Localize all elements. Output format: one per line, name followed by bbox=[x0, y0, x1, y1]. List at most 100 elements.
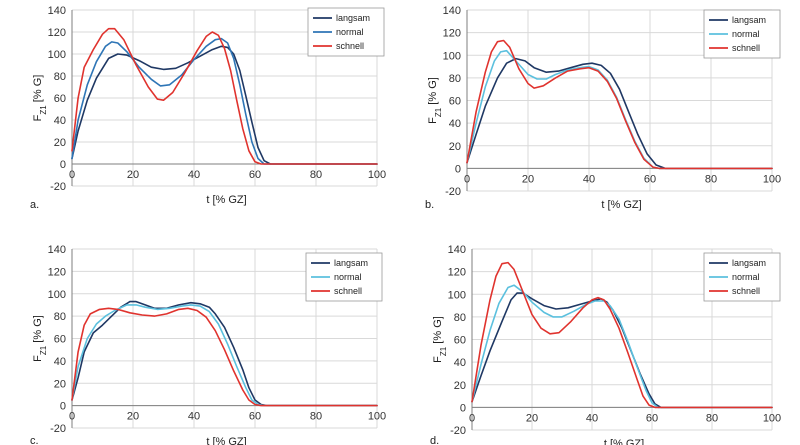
x-tick-label: 60 bbox=[249, 169, 261, 181]
legend-entry: langsam bbox=[336, 13, 370, 23]
x-tick-label: 0 bbox=[469, 412, 475, 424]
legend-entry: schnell bbox=[732, 43, 760, 53]
x-axis-label: t [% GZ] bbox=[601, 199, 641, 211]
legend-entry: schnell bbox=[334, 286, 362, 296]
y-tick-label: 20 bbox=[54, 137, 66, 149]
legend: langsam normal schnell bbox=[305, 252, 383, 302]
x-tick-label: 100 bbox=[368, 411, 386, 423]
series-line-langsam bbox=[466, 57, 773, 170]
y-tick-label: 100 bbox=[48, 289, 66, 301]
series-line-langsam bbox=[71, 45, 378, 165]
legend-entry: schnell bbox=[336, 41, 364, 51]
x-tick-label: 20 bbox=[522, 173, 534, 185]
series-line-normal bbox=[471, 284, 773, 409]
y-tick-label: 60 bbox=[54, 93, 66, 105]
y-tick-label: 40 bbox=[454, 357, 466, 369]
y-tick-label: 0 bbox=[460, 402, 466, 414]
x-tick-label: 20 bbox=[127, 169, 139, 181]
y-tick-label: 20 bbox=[54, 378, 66, 390]
y-tick-label: 80 bbox=[454, 312, 466, 324]
y-axis-label: FZ1 [% G] bbox=[32, 315, 48, 362]
series-line-schnell bbox=[71, 307, 378, 407]
y-tick-label: 120 bbox=[48, 266, 66, 278]
x-tick-label: 80 bbox=[310, 169, 322, 181]
x-tick-label: 80 bbox=[705, 173, 717, 185]
x-tick-label: 80 bbox=[310, 411, 322, 423]
y-tick-label: 120 bbox=[448, 267, 466, 279]
y-axis-label: FZ1 [% G] bbox=[427, 77, 443, 124]
y-tick-label: -20 bbox=[50, 181, 66, 193]
y-tick-label: 0 bbox=[60, 159, 66, 171]
y-tick-label: 120 bbox=[48, 27, 66, 39]
legend-entry: langsam bbox=[732, 15, 766, 25]
x-axis-label: t [% GZ] bbox=[206, 194, 246, 206]
panel-letter: c. bbox=[30, 435, 39, 445]
y-tick-label: 100 bbox=[448, 289, 466, 301]
legend-entry: normal bbox=[336, 27, 364, 37]
y-tick-label: 80 bbox=[449, 73, 461, 85]
legend-entry: schnell bbox=[732, 286, 760, 296]
y-tick-label: 60 bbox=[454, 335, 466, 347]
y-axis-label: FZ1 [% G] bbox=[432, 316, 448, 363]
series-line-schnell bbox=[71, 27, 378, 165]
x-tick-label: 100 bbox=[368, 169, 386, 181]
y-tick-label: -20 bbox=[450, 425, 466, 437]
x-tick-label: 60 bbox=[644, 173, 656, 185]
y-tick-label: 20 bbox=[449, 141, 461, 153]
series-line-langsam bbox=[471, 292, 773, 409]
x-tick-label: 20 bbox=[127, 411, 139, 423]
x-axis-label: t [% GZ] bbox=[604, 438, 644, 445]
y-tick-label: 140 bbox=[48, 244, 66, 256]
y-tick-label: 60 bbox=[54, 334, 66, 346]
y-tick-label: 60 bbox=[449, 96, 461, 108]
legend-entry: normal bbox=[732, 272, 760, 282]
x-tick-label: 40 bbox=[583, 173, 595, 185]
x-axis-label: t [% GZ] bbox=[206, 436, 246, 445]
legend: langsam normal schnell bbox=[307, 7, 385, 57]
series-line-schnell bbox=[471, 261, 773, 409]
y-tick-label: 40 bbox=[54, 356, 66, 368]
legend-entry: langsam bbox=[334, 258, 368, 268]
x-tick-label: 100 bbox=[763, 412, 781, 424]
y-tick-label: 40 bbox=[449, 118, 461, 130]
legend-entry: langsam bbox=[732, 258, 766, 268]
y-tick-label: 20 bbox=[454, 380, 466, 392]
legend-entry: normal bbox=[732, 29, 760, 39]
series-line-schnell bbox=[466, 39, 773, 170]
x-tick-label: 60 bbox=[249, 411, 261, 423]
y-tick-label: 140 bbox=[448, 244, 466, 256]
series-line-normal bbox=[71, 37, 378, 165]
legend: langsam normal schnell bbox=[703, 9, 781, 59]
series-line-normal bbox=[71, 304, 378, 407]
x-tick-label: 40 bbox=[586, 412, 598, 424]
legend-entry: normal bbox=[334, 272, 362, 282]
x-tick-label: 40 bbox=[188, 411, 200, 423]
x-tick-label: 40 bbox=[188, 169, 200, 181]
y-tick-label: 0 bbox=[455, 163, 461, 175]
panel-letter: b. bbox=[425, 199, 434, 211]
x-tick-label: 100 bbox=[763, 173, 781, 185]
y-tick-label: 140 bbox=[48, 5, 66, 17]
x-tick-label: 80 bbox=[706, 412, 718, 424]
y-tick-label: 100 bbox=[48, 49, 66, 61]
y-tick-label: -20 bbox=[50, 423, 66, 435]
series-line-normal bbox=[466, 49, 773, 170]
x-tick-label: 60 bbox=[646, 412, 658, 424]
x-tick-label: 0 bbox=[69, 169, 75, 181]
x-tick-label: 0 bbox=[69, 411, 75, 423]
panel-letter: d. bbox=[430, 435, 439, 445]
y-tick-label: 40 bbox=[54, 115, 66, 127]
y-tick-label: 140 bbox=[443, 5, 461, 17]
y-tick-label: 100 bbox=[443, 50, 461, 62]
y-axis-label: FZ1 [% G] bbox=[32, 75, 48, 122]
panel-letter: a. bbox=[30, 199, 39, 211]
legend: langsam normal schnell bbox=[703, 252, 781, 302]
x-tick-label: 0 bbox=[464, 173, 470, 185]
y-tick-label: 80 bbox=[54, 311, 66, 323]
y-tick-label: 120 bbox=[443, 28, 461, 40]
